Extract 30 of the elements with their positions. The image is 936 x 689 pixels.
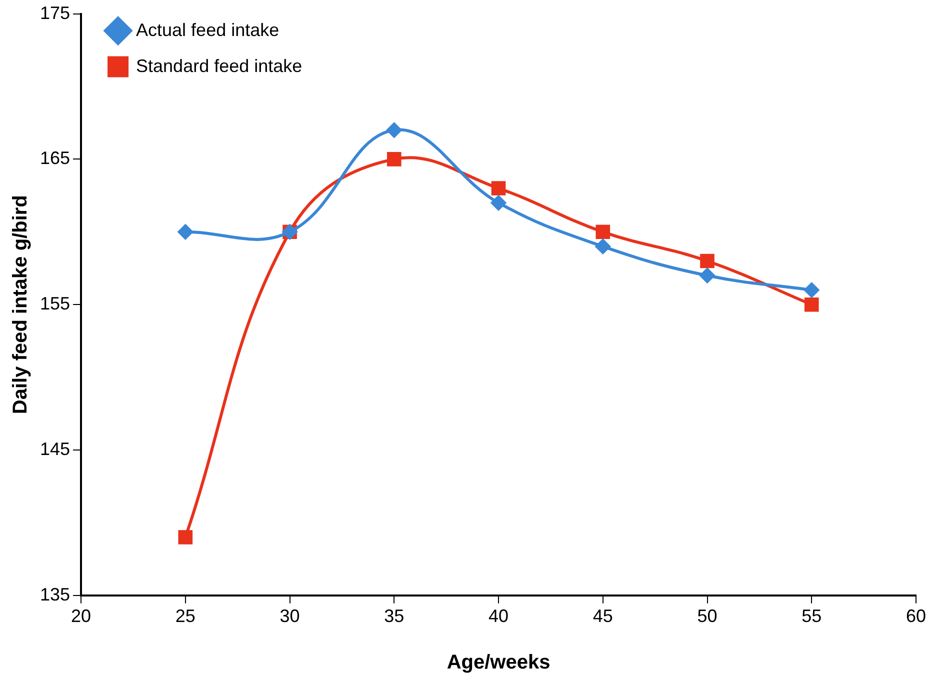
x-tick-label: 40: [488, 606, 509, 626]
point: [386, 122, 402, 138]
x-axis-title: Age/weeks: [446, 652, 550, 674]
legend-label: Actual feed intake: [136, 20, 280, 40]
point: [491, 181, 506, 196]
y-tick-label: 145: [40, 438, 70, 459]
point: [178, 530, 193, 544]
point: [178, 224, 193, 240]
point: [700, 268, 715, 284]
point: [595, 238, 610, 254]
x-tick-label: 45: [592, 606, 613, 626]
x-tick-label: 55: [802, 606, 822, 626]
legend-label: Standard feed intake: [136, 56, 302, 76]
y-tick-label: 135: [40, 584, 70, 604]
point: [700, 254, 714, 268]
y-tick-label: 165: [40, 148, 70, 168]
x-tick-label: 50: [697, 606, 718, 626]
point: [804, 297, 819, 312]
x-tick-label: 25: [175, 606, 196, 626]
y-axis-title: Daily feed intake g/bird: [10, 195, 32, 414]
x-tick-label: 30: [280, 606, 300, 626]
y-tick-label: 155: [40, 294, 70, 314]
point: [804, 282, 820, 298]
point: [491, 195, 506, 210]
x-tick-label: 20: [71, 606, 92, 626]
x-tick-label: 60: [906, 606, 926, 626]
point: [596, 224, 610, 240]
point: [386, 152, 402, 166]
y-tick-label: 175: [40, 2, 70, 23]
x-tick-label: 35: [384, 606, 404, 626]
